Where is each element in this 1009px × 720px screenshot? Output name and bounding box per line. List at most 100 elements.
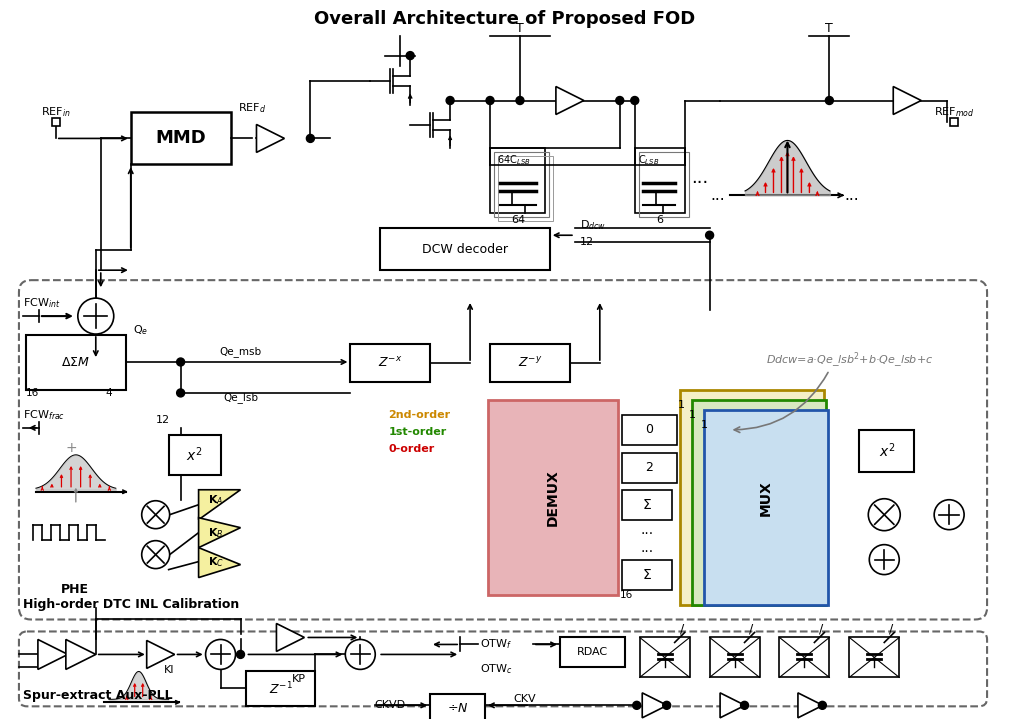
Text: ...: ...	[844, 188, 859, 203]
Bar	[622, 453, 677, 483]
Text: $Z^{-1}$: $Z^{-1}$	[268, 680, 293, 697]
Text: $\Delta\Sigma M$: $\Delta\Sigma M$	[62, 356, 90, 369]
Text: 0: 0	[645, 423, 653, 436]
Text: 1: 1	[678, 400, 685, 410]
Circle shape	[870, 544, 899, 575]
Text: /: /	[679, 623, 684, 636]
Bar	[703, 410, 828, 605]
Bar	[850, 637, 899, 678]
Text: DEMUX: DEMUX	[546, 469, 560, 526]
Text: $x^2$: $x^2$	[187, 446, 203, 464]
Text: $\Sigma$: $\Sigma$	[642, 498, 652, 512]
Text: T: T	[825, 22, 833, 35]
Text: 1: 1	[689, 410, 696, 420]
Bar	[131, 112, 230, 164]
Text: REF$_{mod}$: REF$_{mod}$	[934, 106, 975, 120]
Circle shape	[141, 500, 170, 528]
Bar	[780, 637, 829, 678]
Bar	[488, 400, 618, 595]
Polygon shape	[643, 693, 667, 718]
Circle shape	[869, 499, 900, 531]
Circle shape	[486, 96, 494, 104]
Bar	[709, 637, 760, 678]
Text: $x^2$: $x^2$	[879, 441, 895, 460]
Circle shape	[177, 389, 185, 397]
Polygon shape	[38, 639, 68, 670]
Text: 6: 6	[656, 215, 663, 225]
Text: D$_{dcw}$: D$_{dcw}$	[580, 218, 606, 232]
Bar	[860, 430, 914, 472]
Text: Overall Architecture of Proposed FOD: Overall Architecture of Proposed FOD	[314, 9, 695, 27]
Bar	[490, 344, 570, 382]
Text: MUX: MUX	[759, 480, 773, 516]
Text: CKV: CKV	[514, 694, 536, 704]
Bar	[380, 228, 550, 270]
Circle shape	[307, 135, 315, 143]
Bar	[494, 153, 549, 217]
Text: ...: ...	[691, 169, 708, 187]
Circle shape	[934, 500, 965, 530]
Polygon shape	[893, 86, 921, 114]
Bar	[560, 637, 625, 667]
Text: Spur-extract Aux-PLL: Spur-extract Aux-PLL	[23, 689, 173, 702]
Circle shape	[663, 701, 671, 709]
Text: 16: 16	[26, 388, 39, 398]
Circle shape	[407, 52, 414, 60]
Bar	[245, 671, 316, 706]
Text: ...: ...	[640, 541, 653, 554]
Text: REF$_d$: REF$_d$	[238, 102, 266, 115]
Text: 12: 12	[155, 415, 170, 425]
Text: C$_{LSB}$: C$_{LSB}$	[638, 153, 659, 167]
Circle shape	[516, 96, 524, 104]
Bar	[498, 156, 553, 221]
Text: FCW$_{frac}$: FCW$_{frac}$	[23, 408, 65, 422]
Polygon shape	[556, 86, 584, 114]
Text: Qe_lsb: Qe_lsb	[223, 392, 258, 403]
Text: 0-order: 0-order	[388, 444, 435, 454]
Polygon shape	[199, 548, 240, 577]
Bar	[950, 119, 959, 127]
Circle shape	[446, 96, 454, 104]
Text: 2: 2	[646, 462, 653, 474]
Text: 64C$_{LSB}$: 64C$_{LSB}$	[497, 153, 531, 167]
Text: 16: 16	[620, 590, 633, 600]
Polygon shape	[66, 639, 96, 670]
Bar	[640, 637, 689, 678]
Bar	[622, 490, 672, 520]
Polygon shape	[199, 518, 240, 548]
Bar	[622, 559, 672, 590]
Circle shape	[631, 96, 639, 104]
Text: 12: 12	[580, 237, 594, 247]
Bar	[350, 344, 430, 382]
Text: FCW$_{int}$: FCW$_{int}$	[23, 296, 61, 310]
Bar	[639, 153, 689, 217]
Bar	[622, 415, 677, 445]
Text: /: /	[750, 623, 754, 636]
Polygon shape	[146, 641, 175, 668]
FancyArrowPatch shape	[735, 372, 828, 433]
Text: KP: KP	[292, 675, 306, 685]
Bar	[26, 335, 126, 390]
Text: MMD: MMD	[155, 130, 206, 148]
Text: /: /	[889, 623, 893, 636]
Text: $Z^{-y}$: $Z^{-y}$	[518, 356, 542, 370]
Bar	[169, 435, 221, 474]
Text: K$_A$: K$_A$	[208, 492, 223, 507]
Polygon shape	[798, 693, 823, 718]
Text: +: +	[65, 441, 77, 455]
Text: T: T	[516, 22, 524, 35]
Polygon shape	[276, 624, 305, 652]
Text: ...: ...	[640, 523, 653, 536]
Circle shape	[633, 701, 641, 709]
Bar	[635, 148, 685, 213]
Circle shape	[825, 96, 833, 104]
Text: $\div N$: $\div N$	[447, 702, 468, 715]
Text: DCW decoder: DCW decoder	[422, 243, 509, 256]
Text: REF$_{in}$: REF$_{in}$	[41, 106, 71, 120]
Bar	[490, 148, 545, 213]
Circle shape	[741, 701, 749, 709]
Text: 1st-order: 1st-order	[388, 427, 446, 437]
Circle shape	[141, 541, 170, 569]
Text: High-order DTC INL Calibration: High-order DTC INL Calibration	[23, 598, 239, 611]
Text: KI: KI	[163, 665, 174, 675]
